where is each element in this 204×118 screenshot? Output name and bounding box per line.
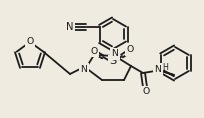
Text: N: N (66, 21, 74, 32)
Text: N: N (155, 65, 161, 74)
Text: N: N (81, 65, 88, 74)
Text: O: O (126, 46, 134, 55)
Text: S: S (109, 56, 117, 66)
Text: N: N (112, 49, 119, 59)
Text: H: H (162, 63, 168, 72)
Text: O: O (142, 88, 150, 97)
Text: O: O (90, 46, 98, 55)
Text: O: O (26, 36, 34, 46)
